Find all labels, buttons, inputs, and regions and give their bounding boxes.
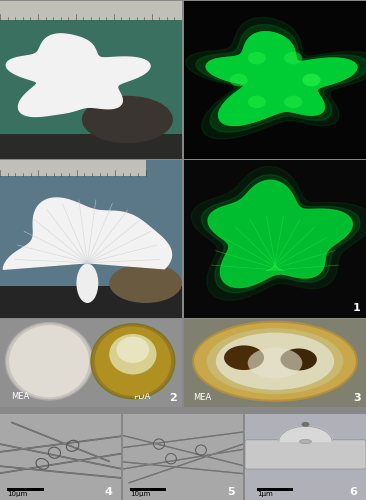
Ellipse shape	[302, 74, 321, 86]
Polygon shape	[3, 198, 172, 270]
Polygon shape	[6, 34, 150, 116]
Text: 1: 1	[353, 304, 361, 314]
Text: 3: 3	[353, 394, 361, 404]
Bar	[0, 1, 182, 20]
Text: 10μm: 10μm	[7, 490, 27, 496]
Text: PDA: PDA	[133, 392, 150, 401]
Ellipse shape	[280, 348, 317, 370]
Ellipse shape	[302, 422, 309, 426]
Ellipse shape	[207, 328, 343, 394]
Ellipse shape	[248, 96, 266, 108]
Bar	[0, 160, 146, 176]
Ellipse shape	[91, 324, 175, 398]
Ellipse shape	[82, 96, 173, 143]
Ellipse shape	[248, 348, 302, 378]
Polygon shape	[191, 166, 366, 300]
Ellipse shape	[284, 52, 302, 64]
Ellipse shape	[302, 74, 321, 86]
Text: 10μm: 10μm	[130, 490, 150, 496]
Bar	[7, 488, 44, 492]
Ellipse shape	[109, 264, 182, 303]
Ellipse shape	[193, 322, 357, 401]
Ellipse shape	[9, 325, 89, 398]
Ellipse shape	[224, 346, 264, 370]
Ellipse shape	[5, 322, 93, 400]
Ellipse shape	[299, 440, 311, 444]
Ellipse shape	[116, 336, 149, 363]
Ellipse shape	[284, 96, 302, 108]
Ellipse shape	[248, 52, 266, 64]
Ellipse shape	[216, 332, 334, 390]
Polygon shape	[186, 18, 366, 139]
Bar	[257, 488, 294, 492]
Text: 5: 5	[227, 486, 235, 496]
Bar	[0, 286, 182, 318]
Polygon shape	[201, 174, 360, 292]
Bar	[130, 488, 166, 492]
Text: MEA: MEA	[193, 392, 211, 402]
FancyBboxPatch shape	[245, 440, 366, 469]
Polygon shape	[206, 32, 357, 126]
Ellipse shape	[229, 74, 248, 86]
Text: 6: 6	[350, 486, 358, 496]
Polygon shape	[279, 426, 332, 442]
Polygon shape	[196, 24, 366, 132]
Text: MEA: MEA	[11, 392, 29, 401]
Polygon shape	[208, 180, 352, 288]
Text: 2: 2	[169, 394, 176, 404]
Text: 4: 4	[105, 486, 112, 496]
Polygon shape	[206, 32, 357, 126]
Text: 1μm: 1μm	[257, 492, 273, 498]
Ellipse shape	[76, 264, 98, 303]
Bar	[0, 134, 182, 159]
Ellipse shape	[95, 326, 171, 396]
Ellipse shape	[109, 334, 157, 374]
Polygon shape	[10, 37, 146, 116]
